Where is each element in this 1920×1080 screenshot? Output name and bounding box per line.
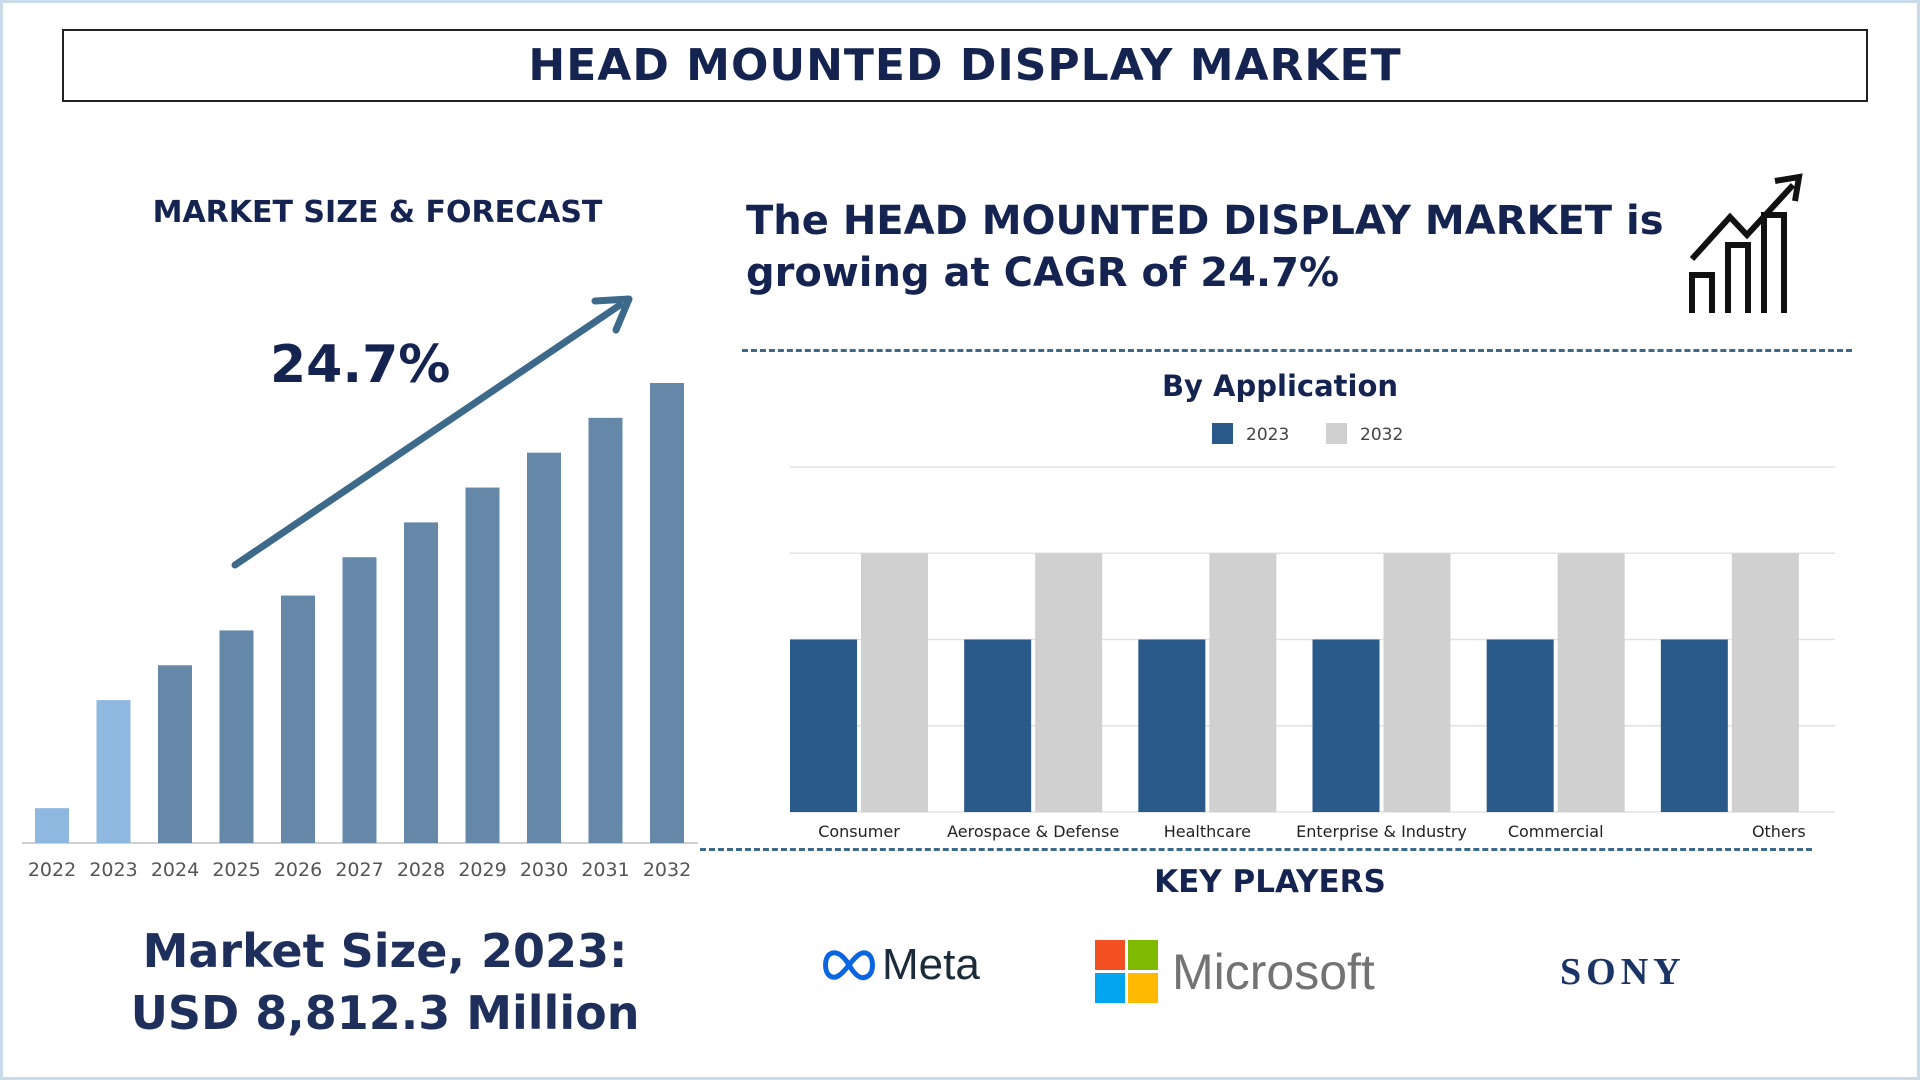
category-label-consumer: Consumer <box>818 822 900 841</box>
bar-2032-consumer <box>861 553 928 812</box>
category-label-aerospace-defense: Aerospace & Defense <box>947 822 1119 841</box>
legend-label-2032: 2032 <box>1360 425 1403 445</box>
microsoft-logo: Microsoft <box>1095 940 1375 1003</box>
bar-2032-others <box>1731 553 1799 812</box>
forecast-tick-2026: 2026 <box>274 859 322 881</box>
bar-2023-consumer <box>790 639 857 812</box>
bar-2032-enterprise-industry <box>1383 553 1451 812</box>
forecast-bar-2025 <box>219 630 254 843</box>
bar-2023-aerospace-defense <box>964 639 1032 812</box>
player-meta: Meta <box>882 940 980 989</box>
bar-2032-healthcare <box>1209 553 1277 812</box>
page-title: HEAD MOUNTED DISPLAY MARKET <box>528 40 1402 91</box>
title-banner: HEAD MOUNTED DISPLAY MARKET <box>62 29 1868 102</box>
bar-2023-healthcare <box>1138 639 1206 812</box>
forecast-bar-2030 <box>527 452 561 843</box>
divider-top <box>742 349 1852 352</box>
market-size-summary: Market Size, 2023: USD 8,812.3 Million <box>95 920 675 1044</box>
category-label-commercial: Commercial <box>1508 822 1604 841</box>
forecast-bar-2024 <box>158 665 192 843</box>
application-chart: By Application 2023 2032 Consumer Aerospace … <box>790 369 1835 841</box>
market-size-line-1: Market Size, 2023: <box>142 924 628 978</box>
cagr-annotation: 24.7% <box>270 335 451 395</box>
player-sony: SONY <box>1560 951 1686 993</box>
forecast-bar-2032 <box>650 383 684 843</box>
category-label-others: Others <box>1752 822 1806 841</box>
category-label-enterprise-industry: Enterprise & Industry <box>1296 822 1467 841</box>
growth-chart-icon <box>1689 173 1803 313</box>
forecast-bar-2022 <box>35 808 69 843</box>
application-chart-title: By Application <box>1162 369 1398 403</box>
bar-2032-commercial <box>1557 553 1625 812</box>
forecast-tick-2024: 2024 <box>151 859 199 881</box>
forecast-heading: MARKET SIZE & FORECAST <box>152 195 603 230</box>
bar-2023-enterprise-industry <box>1312 639 1380 812</box>
key-players-heading: KEY PLAYERS <box>1154 864 1386 900</box>
trend-arrow <box>231 295 633 569</box>
sony-logo: SONY <box>1560 950 1686 994</box>
cagr-headline: The HEAD MOUNTED DISPLAY MARKET is growi… <box>746 195 1676 299</box>
forecast-bar-2029 <box>465 487 500 843</box>
legend-item-2023: 2023 <box>1212 423 1289 445</box>
market-size-line-2: USD 8,812.3 Million <box>130 986 640 1040</box>
legend-label-2023: 2023 <box>1246 425 1289 445</box>
headline-line-1: The HEAD MOUNTED DISPLAY MARKET is <box>746 198 1664 244</box>
forecast-tick-2032: 2032 <box>643 859 691 881</box>
category-label-healthcare: Healthcare <box>1164 822 1251 841</box>
forecast-bar-2027 <box>342 557 377 843</box>
bar-2023-commercial <box>1486 639 1554 812</box>
forecast-tick-2028: 2028 <box>397 859 445 881</box>
legend-swatch-2032 <box>1326 423 1347 444</box>
forecast-tick-2023: 2023 <box>89 859 137 881</box>
bar-2032-aerospace-defense <box>1035 553 1103 812</box>
bar-2023-others <box>1660 639 1728 812</box>
microsoft-squares-icon <box>1095 940 1158 1003</box>
headline-line-2: growing at CAGR of 24.7% <box>746 250 1340 296</box>
forecast-tick-2022: 2022 <box>28 859 76 881</box>
meta-logo: Meta <box>822 940 980 990</box>
forecast-tick-2029: 2029 <box>458 859 506 881</box>
player-microsoft: Microsoft <box>1172 943 1375 1000</box>
meta-infinity-icon <box>823 950 875 981</box>
forecast-tick-2025: 2025 <box>212 859 260 881</box>
forecast-bar-2023 <box>96 700 131 843</box>
legend-item-2032: 2032 <box>1326 423 1403 445</box>
forecast-tick-2027: 2027 <box>335 859 383 881</box>
forecast-tick-2031: 2031 <box>581 859 629 881</box>
forecast-tick-2030: 2030 <box>520 859 568 881</box>
forecast-chart: 2022 2023 2024 2025 2026 2027 2028 2029 2030 2031… <box>22 295 698 881</box>
forecast-bar-2028 <box>404 522 438 843</box>
forecast-bar-2031 <box>588 417 623 843</box>
legend-swatch-2023 <box>1212 423 1233 444</box>
forecast-bar-2026 <box>281 595 315 843</box>
divider-bottom <box>700 848 1812 851</box>
